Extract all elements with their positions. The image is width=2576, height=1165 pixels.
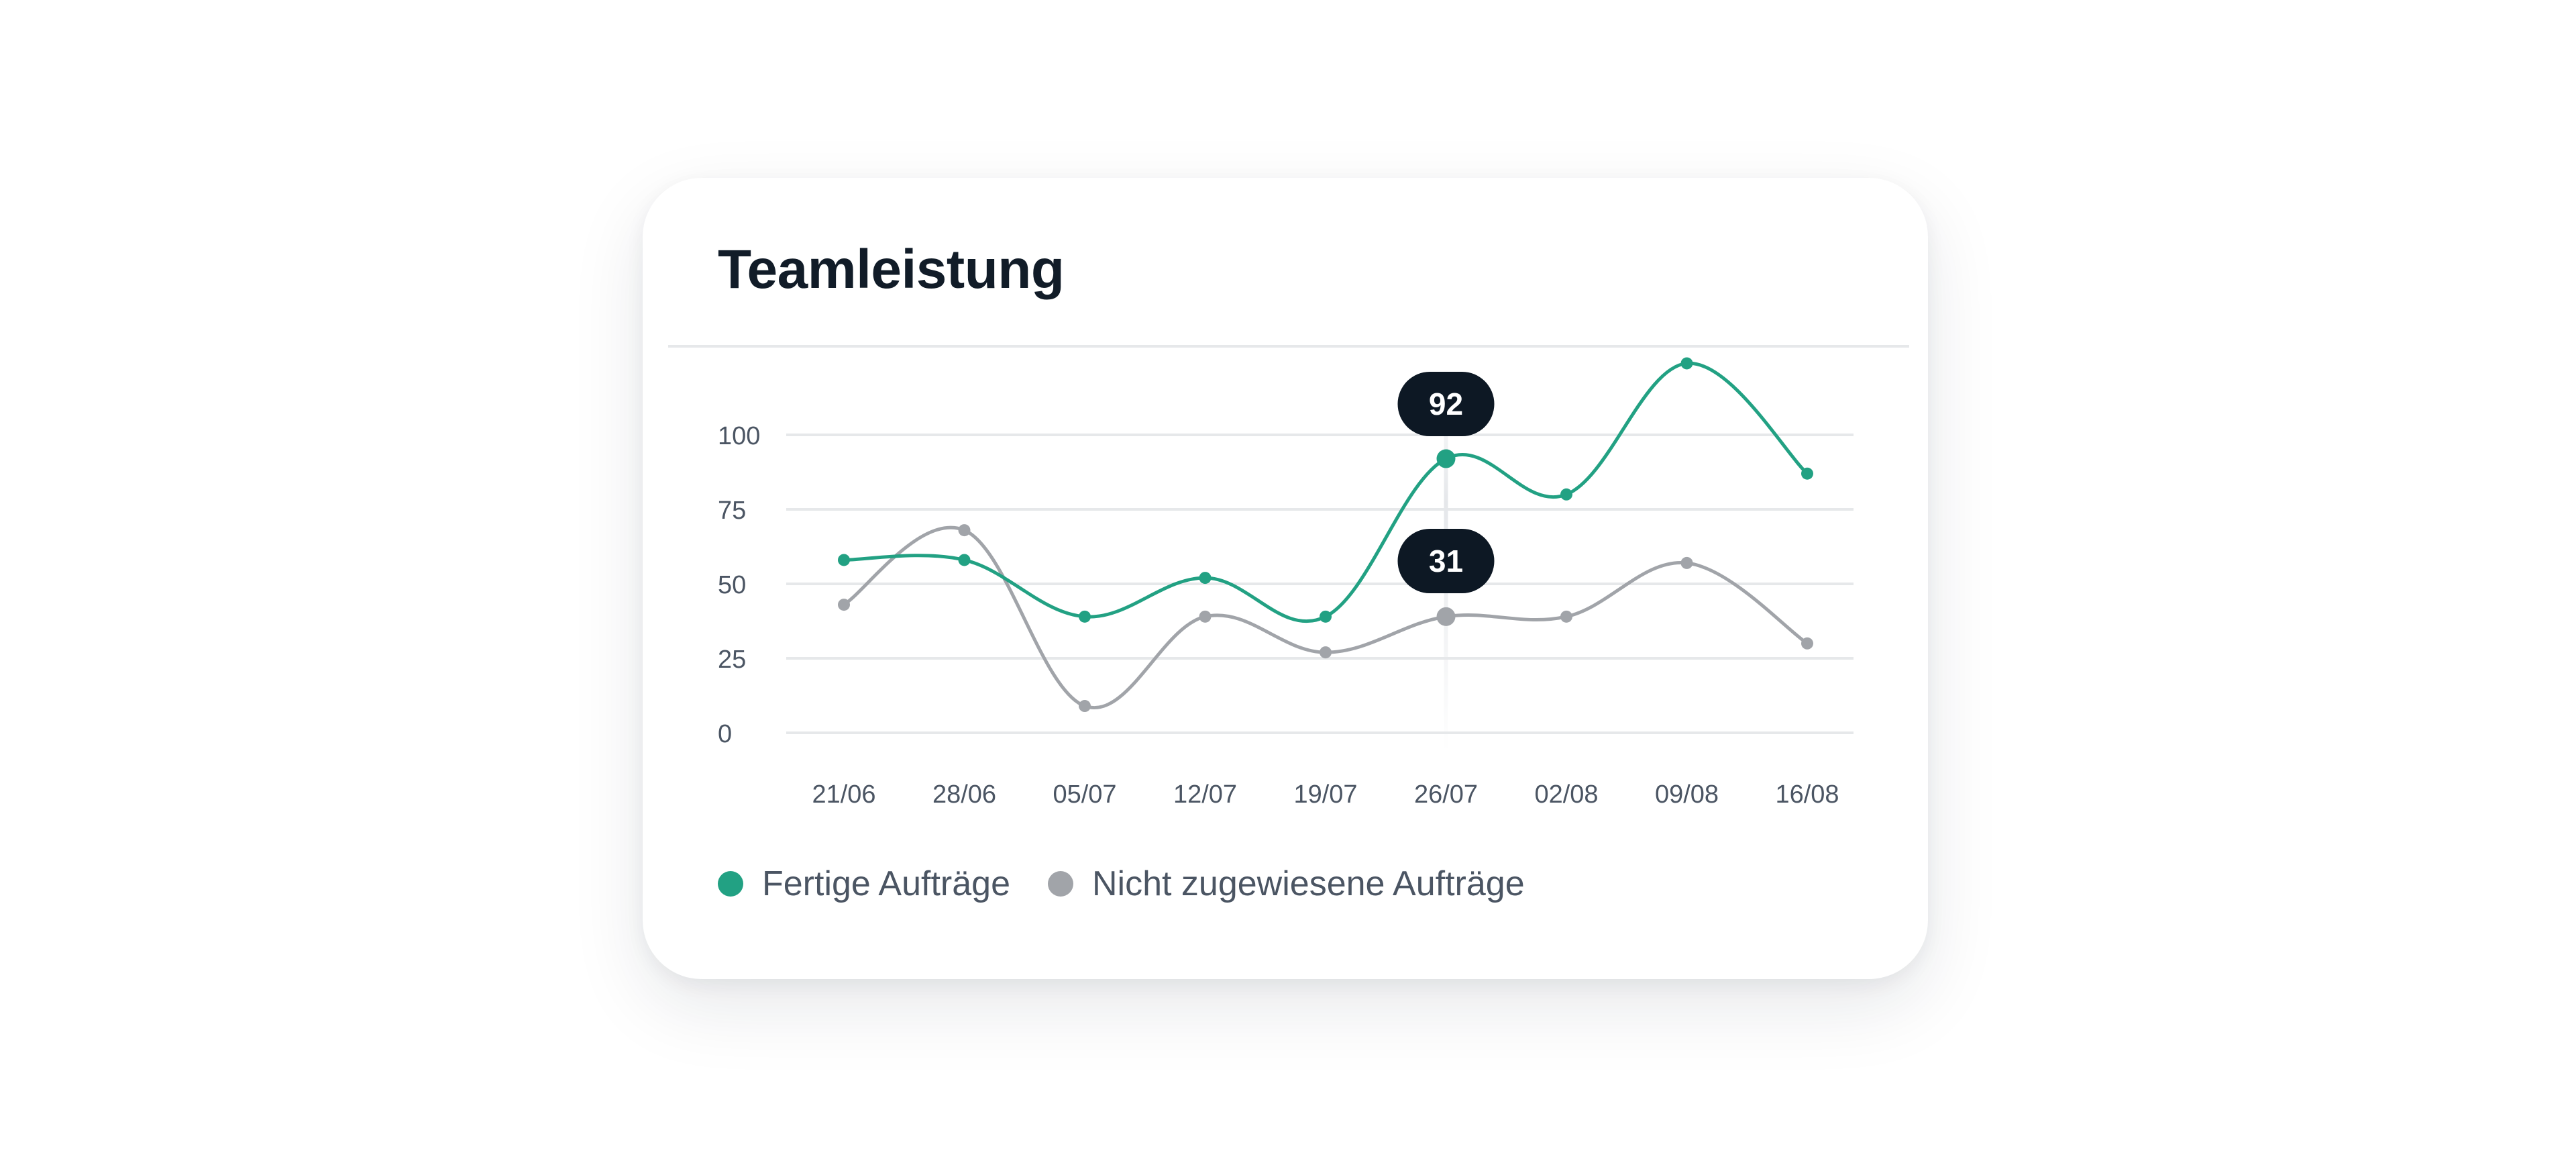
tooltip-completed: 92	[1397, 372, 1495, 436]
legend-dot-completed	[718, 871, 743, 897]
data-point[interactable]	[1199, 572, 1212, 585]
x-tick-label: 21/06	[812, 780, 875, 809]
data-point[interactable]	[1680, 556, 1693, 569]
data-point[interactable]	[1436, 449, 1456, 468]
x-tick-label: 19/07	[1293, 780, 1357, 809]
data-point[interactable]	[1560, 610, 1572, 623]
x-axis: 21/06 28/06 05/07 12/07 19/07 26/07 02/08 09/08…	[812, 780, 1839, 809]
series-line	[842, 361, 1809, 623]
tooltip-value: 92	[1429, 387, 1463, 421]
tooltip-bubble	[1397, 372, 1495, 436]
tooltip-bubble	[1397, 529, 1495, 593]
data-point[interactable]	[1436, 607, 1456, 626]
y-tick-label: 75	[718, 497, 746, 525]
team-performance-card: Teamleistung 0 25 50 75 100 21/06 28/06 05/07 1…	[643, 178, 1928, 979]
legend-label-unassigned: Nicht zugewiesene Aufträge	[1092, 864, 1525, 903]
data-point[interactable]	[1320, 646, 1332, 659]
x-tick-label: 16/08	[1775, 780, 1839, 809]
y-tick-label: 100	[718, 422, 760, 450]
title-divider	[668, 345, 1909, 348]
y-axis: 0 25 50 75 100	[718, 422, 760, 748]
y-tick-label: 0	[718, 720, 732, 748]
card-title: Teamleistung	[718, 239, 1065, 300]
x-tick-label: 05/07	[1053, 780, 1116, 809]
data-point[interactable]	[958, 524, 971, 537]
legend-label-completed: Fertige Aufträge	[762, 864, 1010, 903]
tooltip-value: 31	[1429, 544, 1463, 578]
series-completed	[838, 357, 1813, 623]
data-point[interactable]	[1199, 610, 1212, 623]
x-tick-label: 12/07	[1173, 780, 1237, 809]
data-point[interactable]	[838, 554, 850, 566]
chart-legend: Fertige Aufträge Nicht zugewiesene Auftr…	[718, 864, 1562, 904]
grid	[786, 434, 1854, 734]
data-point[interactable]	[1801, 467, 1813, 480]
legend-dot-unassigned	[1048, 871, 1073, 897]
series-line	[842, 525, 1809, 709]
series	[838, 357, 1813, 713]
x-tick-label: 26/07	[1414, 780, 1478, 809]
data-point[interactable]	[1560, 488, 1572, 501]
y-tick-label: 25	[718, 646, 746, 674]
tooltips: 92 31	[1397, 372, 1495, 593]
x-tick-label: 28/06	[932, 780, 996, 809]
data-point[interactable]	[1680, 357, 1693, 370]
data-point[interactable]	[1320, 610, 1332, 623]
y-tick-label: 50	[718, 571, 746, 599]
x-tick-label: 09/08	[1655, 780, 1719, 809]
data-point[interactable]	[1079, 610, 1091, 623]
legend-item-unassigned[interactable]: Nicht zugewiesene Aufträge	[1048, 864, 1525, 904]
data-point[interactable]	[838, 599, 850, 611]
legend-item-completed[interactable]: Fertige Aufträge	[718, 864, 1010, 904]
series-unassigned	[838, 524, 1813, 713]
tooltip-unassigned: 31	[1397, 529, 1495, 593]
line-chart: 0 25 50 75 100 21/06 28/06 05/07 12/07 19/07 26/0…	[718, 357, 1854, 809]
x-tick-label: 02/08	[1534, 780, 1598, 809]
data-point[interactable]	[1079, 700, 1091, 713]
data-point[interactable]	[1801, 637, 1813, 650]
data-point[interactable]	[958, 554, 971, 566]
